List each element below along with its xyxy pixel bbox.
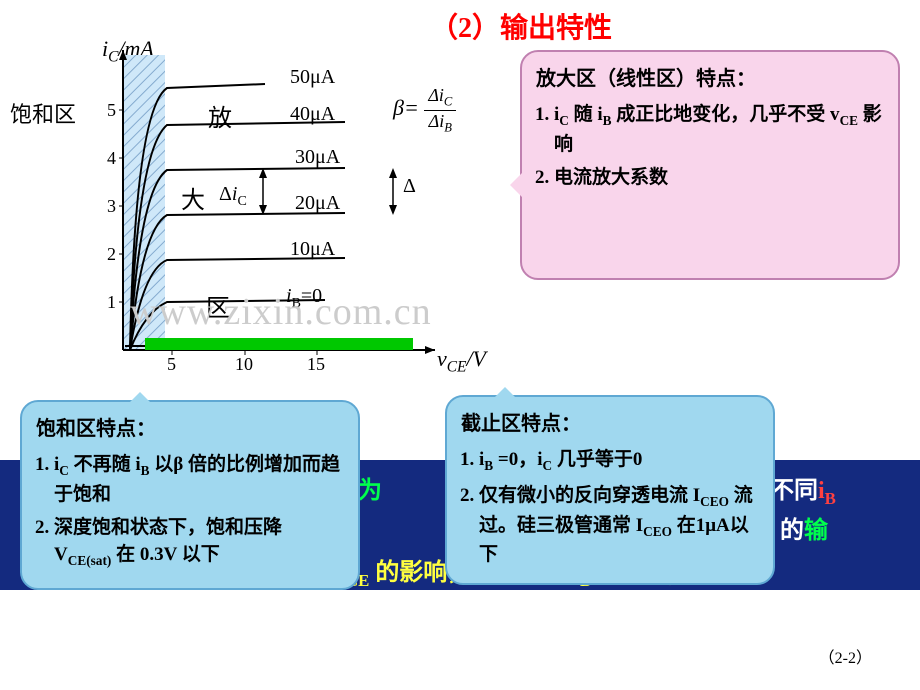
blue1-item-2: 深度饱和状态下，饱和压降 VCE(sat) 在 0.3V 以下: [54, 512, 344, 569]
amplification-region-callout: 放大区（线性区）特点： iC 随 iB 成正比地变化，几乎不受 vCE 影响 电…: [520, 50, 900, 280]
saturation-region-label: 饱和区: [10, 97, 76, 129]
x-axis-label: vCE/V: [437, 346, 486, 376]
page-number: （2-2）: [819, 644, 872, 668]
curve-label-50: 50μA: [290, 66, 335, 89]
beta-formula: β= ΔiC ΔiB: [393, 85, 456, 135]
curve-label-10: 10μA: [290, 238, 335, 261]
svg-text:5: 5: [107, 100, 116, 120]
blue1-heading: 饱和区特点：: [36, 412, 344, 441]
region-char-2: 大: [181, 180, 205, 215]
region-char-1: 放: [208, 98, 232, 133]
band-line-2-right: 的输: [780, 510, 828, 545]
page-title: （2）输出特性: [430, 6, 612, 46]
svg-text:4: 4: [107, 148, 116, 168]
svg-text:10: 10: [235, 354, 253, 374]
blue2-heading: 截止区特点：: [461, 407, 759, 436]
svg-text:2: 2: [107, 244, 116, 264]
svg-text:5: 5: [167, 354, 176, 374]
curve-label-40: 40μA: [290, 103, 335, 126]
cutoff-region-callout: 截止区特点： iB =0，iC 几乎等于0 仅有微小的反向穿透电流 ICEO 流…: [445, 395, 775, 585]
band-line-1-right: 不同iB: [770, 470, 836, 509]
svg-text:15: 15: [307, 354, 325, 374]
saturation-region-callout: 饱和区特点： iC 不再随 iB 以β 倍的比例增加而趋于饱和 深度饱和状态下，…: [20, 400, 360, 590]
svg-text:3: 3: [107, 196, 116, 216]
pink-heading: 放大区（线性区）特点：: [536, 62, 884, 91]
pink-item-1: iC 随 iB 成正比地变化，几乎不受 vCE 影响: [554, 99, 884, 156]
blue1-item-1: iC 不再随 iB 以β 倍的比例增加而趋于饱和: [54, 449, 344, 506]
pink-item-2: 电流放大系数: [554, 162, 884, 189]
delta-ic-label: ΔiC: [219, 183, 247, 210]
curve-label-20: 20μA: [295, 192, 340, 215]
watermark-text: www.zixin.com.cn: [130, 290, 432, 334]
blue2-item-2: 仅有微小的反向穿透电流 ICEO 流过。硅三极管通常 ICEO 在1μA以下: [479, 480, 759, 567]
svg-text:1: 1: [107, 292, 116, 312]
blue2-item-1: iB =0，iC 几乎等于0: [479, 444, 759, 474]
cutoff-region-strip: [145, 338, 413, 350]
delta-right-label: Δ: [403, 175, 416, 198]
curve-label-30: 30μA: [295, 146, 340, 169]
